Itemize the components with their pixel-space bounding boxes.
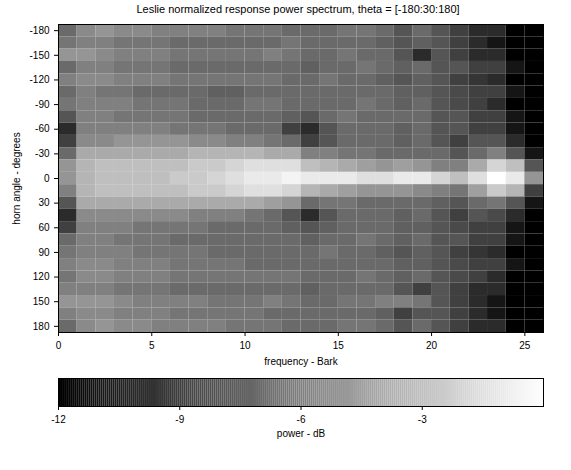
svg-text:25: 25 (519, 340, 531, 351)
svg-text:frequency - Bark: frequency - Bark (264, 356, 338, 367)
html-text:Leslie normalized response pow: Leslie normalized response power spectru… (136, 3, 460, 15)
svg-text:5: 5 (149, 340, 155, 351)
svg-text:120: 120 (33, 271, 50, 282)
svg-text:horn angle - degrees: horn angle - degrees (11, 132, 22, 224)
svg-text:-120: -120 (29, 74, 49, 85)
svg-text:-180: -180 (29, 25, 49, 36)
svg-text:-9: -9 (175, 414, 184, 425)
svg-text:30: 30 (38, 197, 50, 208)
svg-text:-60: -60 (35, 123, 50, 134)
svg-text:-150: -150 (29, 50, 49, 61)
svg-text:-3: -3 (418, 414, 427, 425)
svg-text:150: 150 (33, 296, 50, 307)
svg-text:power - dB: power - dB (277, 428, 326, 439)
svg-text:15: 15 (333, 340, 345, 351)
svg-text:0: 0 (44, 173, 50, 184)
svg-text:0: 0 (56, 340, 62, 351)
svg-text:-12: -12 (51, 414, 66, 425)
svg-text:20: 20 (426, 340, 438, 351)
svg-text:-6: -6 (297, 414, 306, 425)
svg-text:-90: -90 (35, 99, 50, 110)
svg-text:90: 90 (38, 247, 50, 258)
svg-text:-30: -30 (35, 148, 50, 159)
svg-text:10: 10 (239, 340, 251, 351)
svg-text:60: 60 (38, 222, 50, 233)
svg-text:180: 180 (33, 321, 50, 332)
